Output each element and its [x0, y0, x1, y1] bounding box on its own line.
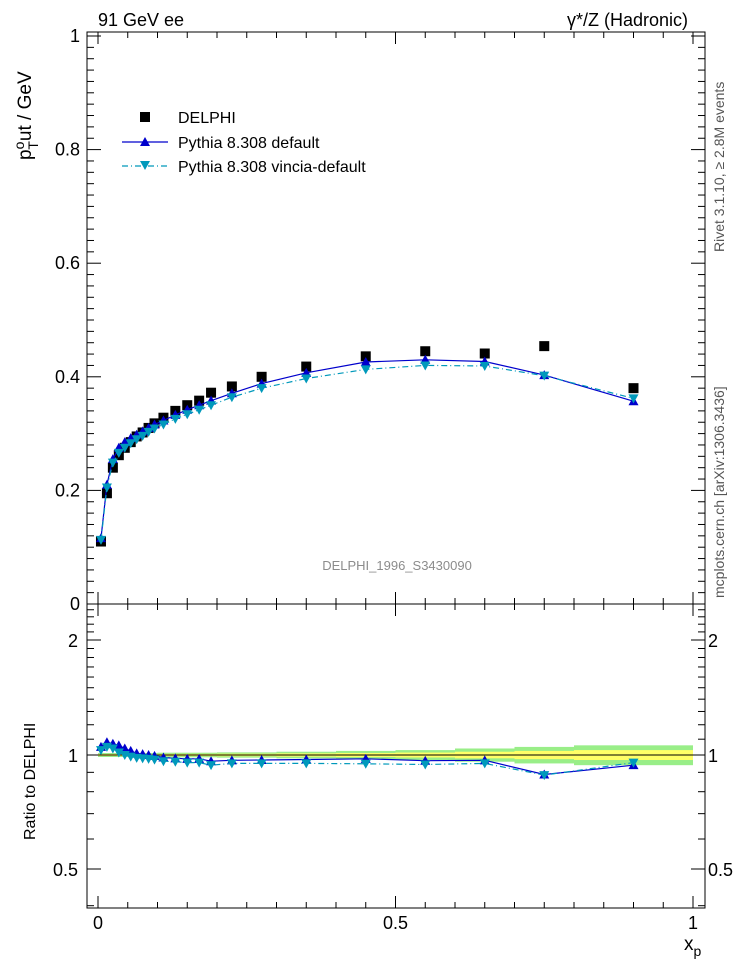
ratio-point-vincia [95, 746, 106, 756]
data-point-delphi [107, 462, 118, 473]
ratio-point-vincia [479, 759, 490, 769]
ratio-point-vincia [301, 759, 312, 769]
data-point-vincia [182, 410, 193, 420]
data-point-delphi [256, 371, 267, 382]
x-tick-label: 0 [93, 913, 103, 933]
ratio-y-tick-label-right: 0.5 [708, 860, 733, 880]
ratio-point-vincia [256, 759, 267, 769]
data-point-delphi [420, 346, 431, 357]
data-point-delphi [226, 381, 237, 392]
ratio-point-vincia [206, 761, 217, 771]
main-y-tick-label: 0.8 [55, 140, 80, 160]
ratio-panel: 0 0.5 1 0.5 0.5 1 1 2 2 [53, 603, 733, 933]
main-y-axis-title-base: p [15, 149, 36, 160]
header-right-label: γ*/Z (Hadronic) [567, 10, 688, 30]
data-point-default [360, 357, 371, 367]
ratio-point-vincia [107, 744, 118, 754]
header-left-label: 91 GeV ee [98, 10, 184, 30]
data-point-vincia [360, 365, 371, 375]
ratio-y-tick-label: 2 [68, 631, 78, 651]
main-y-axis-title-sup: o [11, 141, 27, 149]
legend-label-vincia: Pythia 8.308 vincia-default [178, 159, 366, 176]
x-tick-label: 0.5 [383, 913, 408, 933]
ratio-point-vincia [360, 759, 371, 769]
ratio-point-vincia [182, 758, 193, 768]
legend-label-default: Pythia 8.308 default [178, 135, 320, 152]
data-point-vincia [107, 458, 118, 468]
main-y-tick-label: 0 [70, 594, 80, 614]
main-y-tick-label: 0.6 [55, 253, 80, 273]
data-point-delphi [628, 383, 639, 394]
ratio-y-tick-label-right: 1 [708, 746, 718, 766]
data-point-vincia [137, 431, 148, 441]
data-point-vincia [131, 435, 142, 445]
data-point-delphi [301, 361, 312, 372]
data-point-vincia [206, 401, 217, 411]
data-point-delphi [360, 351, 371, 362]
data-point-vincia [113, 448, 124, 458]
data-point-delphi [101, 488, 112, 499]
data-point-vincia [149, 424, 160, 434]
ratio-line-vincia [100, 746, 634, 776]
main-y-axis-title-rest: ut / GeV [15, 71, 36, 141]
main-panel: 0 0.2 0.4 0.6 0.8 1 [55, 26, 706, 614]
main-y-tick-label: 0.4 [55, 367, 80, 387]
ratio-point-vincia [170, 757, 181, 767]
data-point-vincia [479, 362, 490, 372]
main-y-tick-label: 1 [70, 26, 80, 46]
ratio-point-vincia [539, 771, 550, 781]
ratio-point-vincia [628, 758, 639, 768]
data-point-vincia [628, 394, 639, 404]
ratio-point-vincia [226, 759, 237, 769]
data-point-delphi [479, 348, 490, 359]
main-y-axis-title: poTut / GeV [11, 71, 41, 160]
ratio-point-vincia [113, 748, 124, 758]
x-axis-title-sub: p [694, 943, 702, 959]
data-point-vincia [170, 414, 181, 424]
ratio-y-axis-title: Ratio to DELPHI [22, 723, 39, 840]
ratio-y-tick-label: 0.5 [53, 860, 78, 880]
legend-marker-delphi [140, 112, 150, 122]
ratio-point-vincia [158, 757, 169, 767]
x-tick-label: 1 [688, 913, 698, 933]
data-point-vincia [158, 420, 169, 430]
legend: DELPHI Pythia 8.308 default Pythia 8.308… [122, 110, 366, 176]
rivet-version-label: Rivet 3.1.10, ≥ 2.8M events [711, 82, 727, 252]
legend-label-delphi: DELPHI [178, 110, 236, 127]
ratio-y-tick-label-right: 2 [708, 631, 718, 651]
data-point-vincia [101, 483, 112, 493]
mcplots-label: mcplots.cern.ch [arXiv:1306.3436] [711, 386, 727, 598]
data-point-vincia [119, 443, 130, 453]
data-point-vincia [256, 384, 267, 394]
ratio-point-vincia [149, 755, 160, 765]
ratio-y-tick-label: 1 [68, 746, 78, 766]
data-point-delphi [206, 387, 217, 398]
data-point-vincia [539, 371, 550, 381]
data-point-vincia [226, 393, 237, 403]
data-point-vincia [95, 535, 106, 545]
x-axis-title: xp [684, 934, 702, 959]
main-y-tick-label: 0.2 [55, 480, 80, 500]
legend-marker-vincia [140, 161, 150, 170]
analysis-watermark: DELPHI_1996_S3430090 [322, 558, 472, 573]
data-point-vincia [143, 427, 154, 437]
data-point-vincia [301, 374, 312, 384]
legend-marker-default [140, 137, 150, 146]
data-point-vincia [420, 361, 431, 371]
data-point-vincia [125, 439, 136, 449]
data-point-vincia [194, 405, 205, 415]
main-y-axis-title-sub: T [25, 141, 41, 150]
ratio-point-vincia [420, 760, 431, 770]
ratio-point-vincia [194, 758, 205, 768]
x-axis-title-base: x [684, 934, 694, 955]
data-point-delphi [539, 341, 550, 352]
